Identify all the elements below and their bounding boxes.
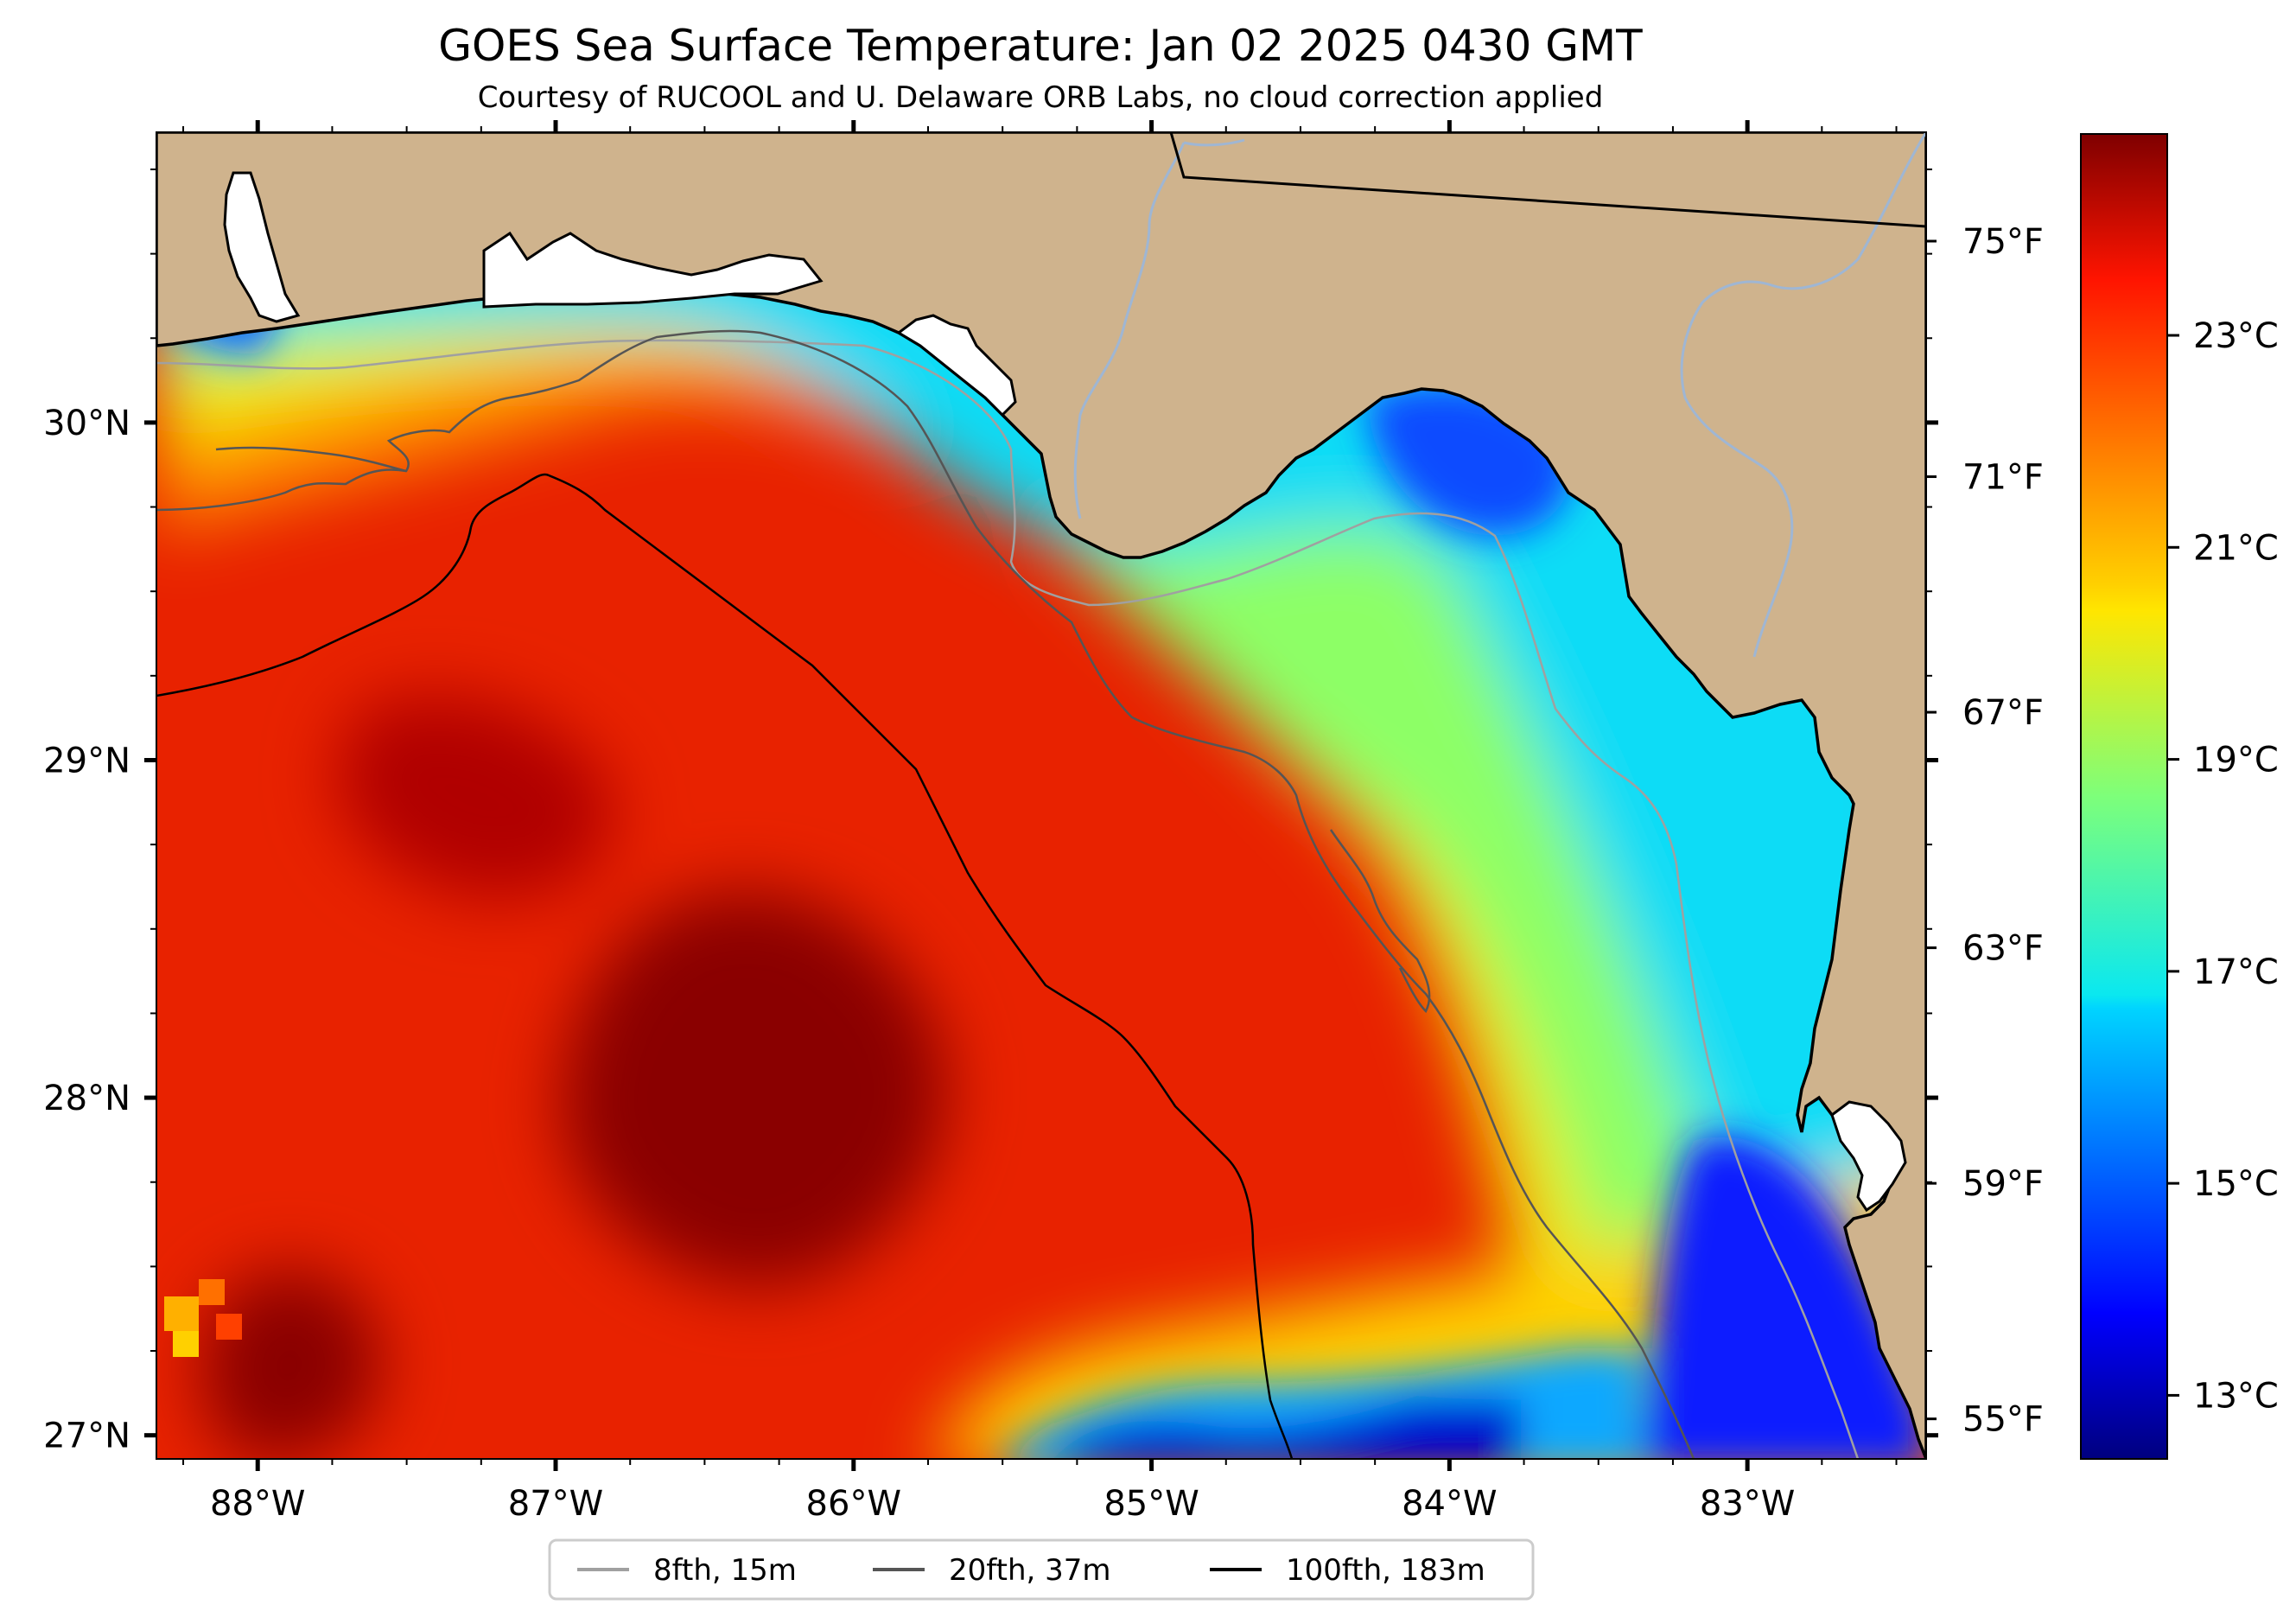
lon-tick-label: 84°W <box>1402 1484 1497 1524</box>
fahrenheit-tick-label: 59°F <box>1962 1164 2044 1204</box>
celsius-tick-label: 13°C <box>2193 1376 2279 1416</box>
map-panel <box>156 132 1926 1459</box>
contour-20fth <box>156 329 1695 1459</box>
legend-label: 20fth, 37m <box>949 1553 1111 1588</box>
celsius-tick-label: 15°C <box>2193 1164 2279 1204</box>
longitude-axis: 88°W 87°W 86°W 85°W 84°W 83°W <box>210 120 1795 1524</box>
rivers <box>1073 132 1926 658</box>
lon-tick-label: 87°W <box>508 1484 603 1524</box>
map-subtitle: Courtesy of RUCOOL and U. Delaware ORB L… <box>478 80 1604 115</box>
lat-tick-label: 27°N <box>43 1417 130 1456</box>
celsius-tick-label: 19°C <box>2193 741 2279 780</box>
panhandle-bays <box>482 231 824 309</box>
lat-tick-label: 29°N <box>43 741 130 780</box>
fahrenheit-tick-label: 75°F <box>1962 222 2044 262</box>
lat-tick-label: 30°N <box>43 404 130 443</box>
contour-8fth <box>156 339 1860 1459</box>
minor-ticks <box>150 126 1932 1465</box>
lon-tick-label: 83°W <box>1700 1484 1795 1524</box>
celsius-tick-label: 17°C <box>2193 952 2279 992</box>
celsius-tick-label: 21°C <box>2193 528 2279 568</box>
sst-pixel-patch <box>164 1279 242 1357</box>
apalachee-notch <box>896 314 1017 417</box>
colorbar <box>2080 133 2168 1460</box>
fahrenheit-tick-label: 71°F <box>1962 458 2044 498</box>
state-border <box>1169 132 1926 228</box>
fahrenheit-axis: 75°F 71°F 67°F 63°F 59°F 55°F <box>1926 222 2044 1440</box>
lat-tick-label: 28°N <box>43 1079 130 1118</box>
legend-label: 100fth, 183m <box>1286 1553 1485 1588</box>
fahrenheit-tick-label: 63°F <box>1962 929 2044 969</box>
legend-label: 8fth, 15m <box>653 1553 797 1588</box>
lon-tick-label: 86°W <box>806 1484 901 1524</box>
lon-tick-label: 88°W <box>210 1484 305 1524</box>
sst-field <box>156 132 1926 1459</box>
fahrenheit-tick-label: 55°F <box>1962 1400 2044 1440</box>
contour-100fth <box>156 473 1294 1459</box>
legend-box <box>548 1538 1535 1601</box>
tampa-bay <box>1830 1100 1907 1213</box>
mobile-bay <box>223 171 301 323</box>
map-title: GOES Sea Surface Temperature: Jan 02 202… <box>438 21 1643 71</box>
celsius-axis: 23°C 21°C 19°C 17°C 15°C 13°C <box>2167 316 2279 1416</box>
fahrenheit-tick-label: 67°F <box>1962 693 2044 733</box>
latitude-axis: 30°N 29°N 28°N 27°N <box>43 404 1938 1456</box>
contour-legend: 8fth, 15m 20fth, 37m 100fth, 183m <box>548 1538 1535 1601</box>
map-frame <box>156 131 1927 1460</box>
celsius-tick-label: 23°C <box>2193 316 2279 356</box>
lon-tick-label: 85°W <box>1103 1484 1199 1524</box>
